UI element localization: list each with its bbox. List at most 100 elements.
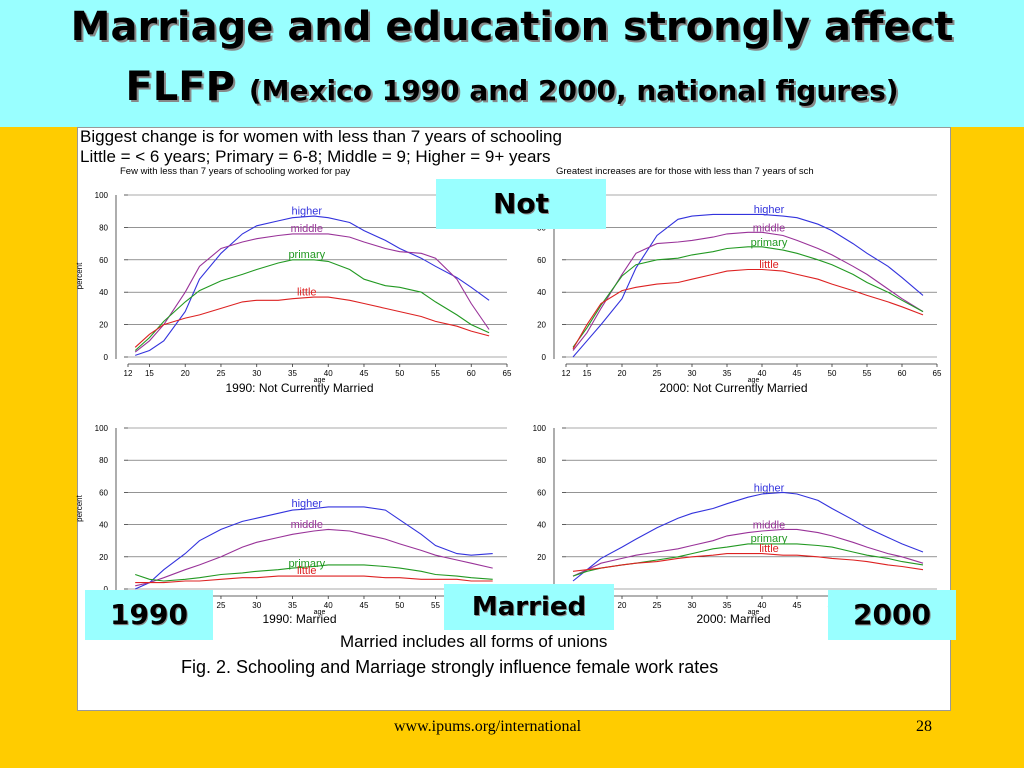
x-axis-label: age <box>748 377 760 384</box>
figure-footnote: Married includes all forms of unions <box>340 632 608 651</box>
x-tick-label: 35 <box>288 601 297 610</box>
chart-title: 1990: Married <box>262 612 336 626</box>
series-line-primary <box>572 246 924 348</box>
x-tick-label: 45 <box>360 369 369 378</box>
x-tick-label: 50 <box>828 369 837 378</box>
y-tick-label: 60 <box>99 256 108 265</box>
series-line-little <box>572 553 924 572</box>
x-tick-label: 12 <box>562 369 571 378</box>
slide-title-line1: Marriage and education strongly affect <box>70 4 954 50</box>
series-line-higher <box>134 506 493 590</box>
y-axis-label: percent <box>75 262 84 289</box>
y-tick-label: 20 <box>99 321 108 330</box>
slide-title-main: FLFP <box>125 64 235 110</box>
y-tick-label: 40 <box>99 288 108 297</box>
x-axis-label: age <box>314 377 326 384</box>
x-tick-label: 20 <box>618 601 627 610</box>
slide-title-line2: FLFP (Mexico 1990 and 2000, national fig… <box>0 64 1024 110</box>
series-label-primary: primary <box>288 558 325 570</box>
series-label-primary: primary <box>751 533 788 545</box>
x-tick-label: 25 <box>653 369 662 378</box>
y-tick-label: 100 <box>533 424 547 433</box>
x-tick-label: 40 <box>324 369 333 378</box>
series-line-little <box>572 268 924 350</box>
tag-not: Not <box>436 179 606 229</box>
series-line-middle <box>134 233 490 353</box>
y-axis-label: percent <box>75 494 84 521</box>
x-axis-label: age <box>748 609 760 616</box>
series-line-middle <box>572 231 924 351</box>
chart-subtitle: Few with less than 7 years of schooling … <box>120 166 350 177</box>
x-tick-label: 30 <box>688 601 697 610</box>
x-tick-label: 45 <box>793 369 802 378</box>
series-line-middle <box>572 528 924 577</box>
x-tick-label: 25 <box>217 601 226 610</box>
x-tick-label: 15 <box>583 369 592 378</box>
x-tick-label: 20 <box>618 369 627 378</box>
y-tick-label: 40 <box>537 288 546 297</box>
x-tick-label: 35 <box>723 601 732 610</box>
series-label-little: little <box>297 565 317 577</box>
tag-2000: 2000 <box>828 590 956 640</box>
x-tick-label: 40 <box>324 601 333 610</box>
series-line-primary <box>134 259 490 351</box>
series-label-middle: middle <box>291 223 323 235</box>
series-label-primary: primary <box>288 249 325 261</box>
y-tick-label: 0 <box>104 585 109 594</box>
x-tick-label: 30 <box>252 601 261 610</box>
chart-title: 2000: Married <box>696 612 770 626</box>
slide-number: 28 <box>916 718 932 735</box>
series-line-little <box>134 296 490 348</box>
y-tick-label: 80 <box>537 456 546 465</box>
series-label-little: little <box>759 259 779 271</box>
chart-title: 1990: Not Currently Married <box>225 381 373 395</box>
series-line-higher <box>135 215 490 356</box>
title-bar <box>0 0 1024 127</box>
x-tick-label: 55 <box>431 601 440 610</box>
series-label-higher: higher <box>291 498 322 510</box>
footer-url: www.ipums.org/international <box>394 718 582 735</box>
y-tick-label: 100 <box>95 424 109 433</box>
series-line-primary <box>135 564 493 582</box>
x-tick-label: 25 <box>217 369 226 378</box>
series-line-middle <box>135 528 493 587</box>
series-label-middle: middle <box>753 520 785 532</box>
series-label-primary: primary <box>751 237 788 249</box>
figure-caption: Fig. 2. Schooling and Marriage strongly … <box>181 657 719 677</box>
series-line-little <box>135 575 493 584</box>
x-tick-label: 45 <box>360 601 369 610</box>
x-tick-label: 55 <box>863 369 872 378</box>
y-tick-label: 60 <box>537 488 546 497</box>
y-tick-label: 80 <box>99 456 108 465</box>
series-label-little: little <box>297 287 317 299</box>
x-tick-label: 15 <box>145 369 154 378</box>
y-tick-label: 20 <box>537 553 546 562</box>
series-label-higher: higher <box>754 204 785 216</box>
series-label-higher: higher <box>291 206 322 218</box>
x-axis-label: age <box>314 609 326 616</box>
y-tick-label: 0 <box>542 353 547 362</box>
y-tick-label: 20 <box>99 553 108 562</box>
x-tick-label: 60 <box>898 369 907 378</box>
series-line-higher <box>572 491 924 582</box>
x-tick-label: 30 <box>252 369 261 378</box>
chart-title: 2000: Not Currently Married <box>659 381 807 395</box>
y-tick-label: 40 <box>99 521 108 530</box>
y-tick-label: 0 <box>104 353 109 362</box>
y-tick-label: 60 <box>537 256 546 265</box>
figure-header-line1: Biggest change is for women with less th… <box>80 127 562 146</box>
y-tick-label: 100 <box>95 191 109 200</box>
tag-1990: 1990 <box>85 590 213 640</box>
x-tick-label: 60 <box>467 369 476 378</box>
x-tick-label: 65 <box>503 369 512 378</box>
slide-title-sub: (Mexico 1990 and 2000, national figures) <box>248 74 899 107</box>
x-tick-label: 55 <box>431 369 440 378</box>
tag-married: Married <box>444 584 614 630</box>
series-line-higher <box>572 213 924 358</box>
x-tick-label: 35 <box>723 369 732 378</box>
x-tick-label: 35 <box>288 369 297 378</box>
x-tick-label: 12 <box>124 369 133 378</box>
y-tick-label: 80 <box>99 223 108 232</box>
x-tick-label: 50 <box>395 601 404 610</box>
